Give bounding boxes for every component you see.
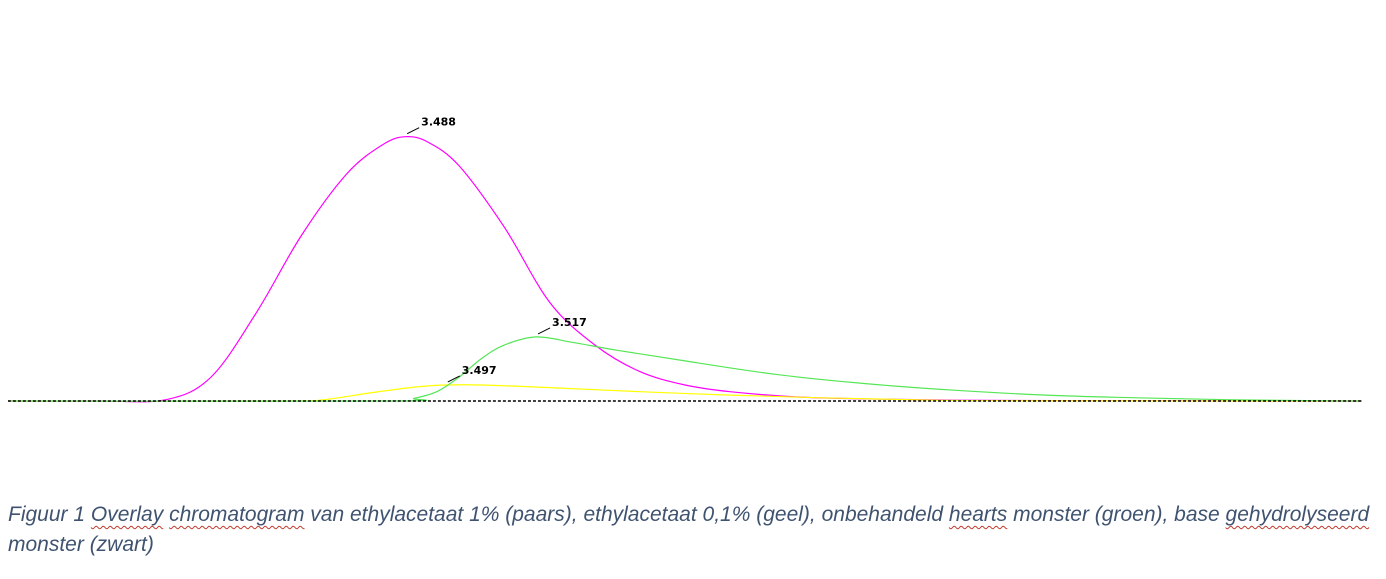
chromatogram-chart: 3.488 3.517 3.497 [7, 116, 1363, 403]
peak-leader-line [447, 375, 461, 383]
peak-leader-line [406, 127, 420, 135]
caption-part-1: Figuur 1 [8, 503, 91, 526]
series-line-green [7, 336, 1363, 402]
peak-label: 3.488 [421, 116, 456, 129]
caption-word-hearts: hearts [948, 503, 1008, 526]
caption-word-chromatogram: chromatogram [169, 503, 305, 526]
caption-word-gehydrolyseerd: gehydrolyseerd [1225, 503, 1370, 526]
peak-leader-line [537, 327, 551, 335]
series-line-purple [7, 135, 1362, 403]
peak-label: 3.497 [462, 364, 497, 377]
figure-caption: Figuur 1 Overlay chromatogram van ethyla… [8, 500, 1378, 560]
chromatogram-plot: 3.488 3.517 3.497 [7, 116, 1363, 403]
caption-part-3: monster (groen), base [1007, 503, 1226, 526]
caption-word-overlay: Overlay [90, 503, 164, 526]
peak-label: 3.517 [552, 316, 587, 329]
caption-part-4: monster (zwart) [8, 533, 154, 556]
caption-part-2: van ethylacetaat 1% (paars), ethylacetaa… [304, 503, 949, 526]
